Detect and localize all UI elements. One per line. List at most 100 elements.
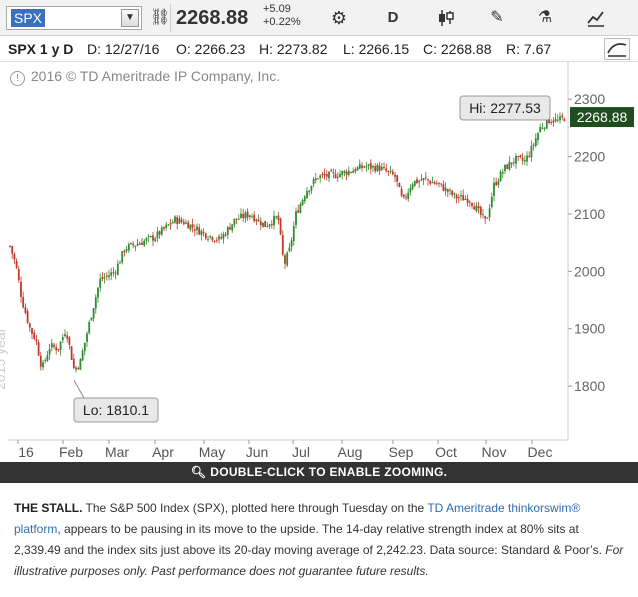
candle-body (149, 236, 152, 238)
candle-body (262, 222, 264, 227)
chevron-down-icon[interactable]: ▼ (121, 9, 139, 27)
candle-body (130, 242, 132, 245)
candle-body (550, 121, 553, 123)
candle-body (526, 155, 528, 162)
candle-body (255, 219, 258, 221)
candle-body (143, 240, 146, 246)
candle-body (290, 240, 293, 247)
caption-title: THE STALL. (14, 501, 83, 515)
y-tick-label: 2000 (574, 263, 605, 279)
candle-body (369, 162, 372, 169)
candle-body (189, 224, 192, 230)
toolbar-divider (170, 4, 171, 32)
candle-body (490, 196, 493, 208)
candle-body (284, 255, 286, 264)
candle-body (460, 195, 462, 197)
candle-body (165, 224, 168, 228)
candle-body (435, 183, 438, 185)
candle-body (429, 181, 432, 184)
candle-body (473, 206, 476, 210)
candle-body (163, 227, 165, 229)
candle-body (156, 231, 159, 239)
candle-body (97, 287, 99, 298)
candle-body (108, 275, 110, 278)
candle-body (453, 193, 456, 195)
candle-body (416, 179, 418, 184)
candle-body (281, 234, 284, 255)
flask-icon[interactable]: ⚗ (537, 9, 553, 26)
price-chart[interactable]: 1800 1900 2000 2100 2200 2300 16 Feb Mar Apr May Ju… (0, 62, 638, 462)
candle-body (468, 201, 471, 203)
candle-body (501, 172, 504, 174)
symbol-input[interactable]: SPX (11, 9, 46, 27)
candle-body (482, 214, 484, 216)
candle-body (42, 362, 44, 368)
candle-body (475, 205, 478, 212)
candle-body (510, 162, 513, 165)
candle-body (77, 367, 80, 369)
candle-body (306, 191, 308, 198)
plot-area (8, 62, 568, 440)
candle-body (396, 175, 399, 182)
candle-body (273, 215, 275, 226)
x-tick-label: Oct (435, 444, 457, 460)
candle-body (15, 261, 18, 268)
candle-body (279, 218, 282, 235)
candle-body (451, 190, 454, 195)
candle-body (167, 224, 170, 226)
candle-body (444, 187, 447, 191)
platform-link[interactable]: TD Ameritrade thinkorswim® platform (14, 501, 581, 536)
candle-body (44, 360, 47, 362)
candle-body (356, 167, 359, 171)
period-button[interactable]: D (387, 9, 399, 26)
candle-body (563, 118, 566, 122)
candle-body (46, 355, 49, 362)
candle-body (125, 249, 128, 251)
figure-caption: THE STALL. The S&P 500 Index (SPX), plot… (14, 498, 626, 582)
candle-body (99, 278, 102, 288)
candle-body (299, 204, 302, 213)
candle-body (50, 343, 53, 348)
candle-body (244, 212, 247, 219)
candle-body (20, 281, 22, 297)
candle-body (484, 215, 487, 219)
link-icon[interactable]: ⛓ (150, 9, 171, 26)
candle-body (268, 224, 271, 227)
pencil-icon[interactable]: ✎ (490, 9, 504, 26)
drawing-icon[interactable] (586, 8, 606, 28)
symbol-selector[interactable]: SPX ▼ (6, 6, 142, 30)
candle-body (182, 221, 185, 225)
candle-body (226, 227, 229, 235)
studies-icon[interactable] (604, 38, 630, 60)
candle-body (112, 272, 115, 274)
change-percent: +0.22% (263, 16, 301, 28)
candle-body (323, 173, 326, 176)
x-tick-label: Jun (246, 444, 269, 460)
candle-body (534, 138, 537, 147)
x-tick-label: Apr (152, 444, 174, 460)
year-watermark: 2015 year (0, 327, 8, 390)
candle-body (61, 337, 64, 341)
lo-label: Lo: 1810.1 (83, 402, 149, 418)
candle-body (224, 234, 227, 236)
candle-body (427, 179, 429, 181)
caption-text-1: The S&P 500 Index (SPX), plotted here th… (82, 501, 428, 515)
candle-body (422, 178, 425, 180)
candle-body (35, 339, 38, 342)
gear-icon[interactable]: ⚙ (330, 8, 348, 28)
candle-body (462, 195, 465, 201)
candle-body (398, 183, 401, 188)
zoom-hint-bar[interactable]: 🔍︎ DOUBLE-CLICK TO ENABLE ZOOMING. (0, 462, 638, 483)
candle-body (31, 328, 33, 334)
candle-body (389, 170, 392, 172)
candle-body (521, 157, 524, 161)
candle-body (343, 171, 346, 173)
candlestick-icon[interactable] (436, 8, 456, 28)
last-price-badge (570, 107, 634, 128)
candle-body (193, 229, 196, 231)
candle-body (37, 342, 40, 356)
candle-body (449, 189, 451, 191)
candle-body (295, 211, 297, 226)
candle-body (499, 171, 502, 182)
candle-body (79, 359, 82, 370)
